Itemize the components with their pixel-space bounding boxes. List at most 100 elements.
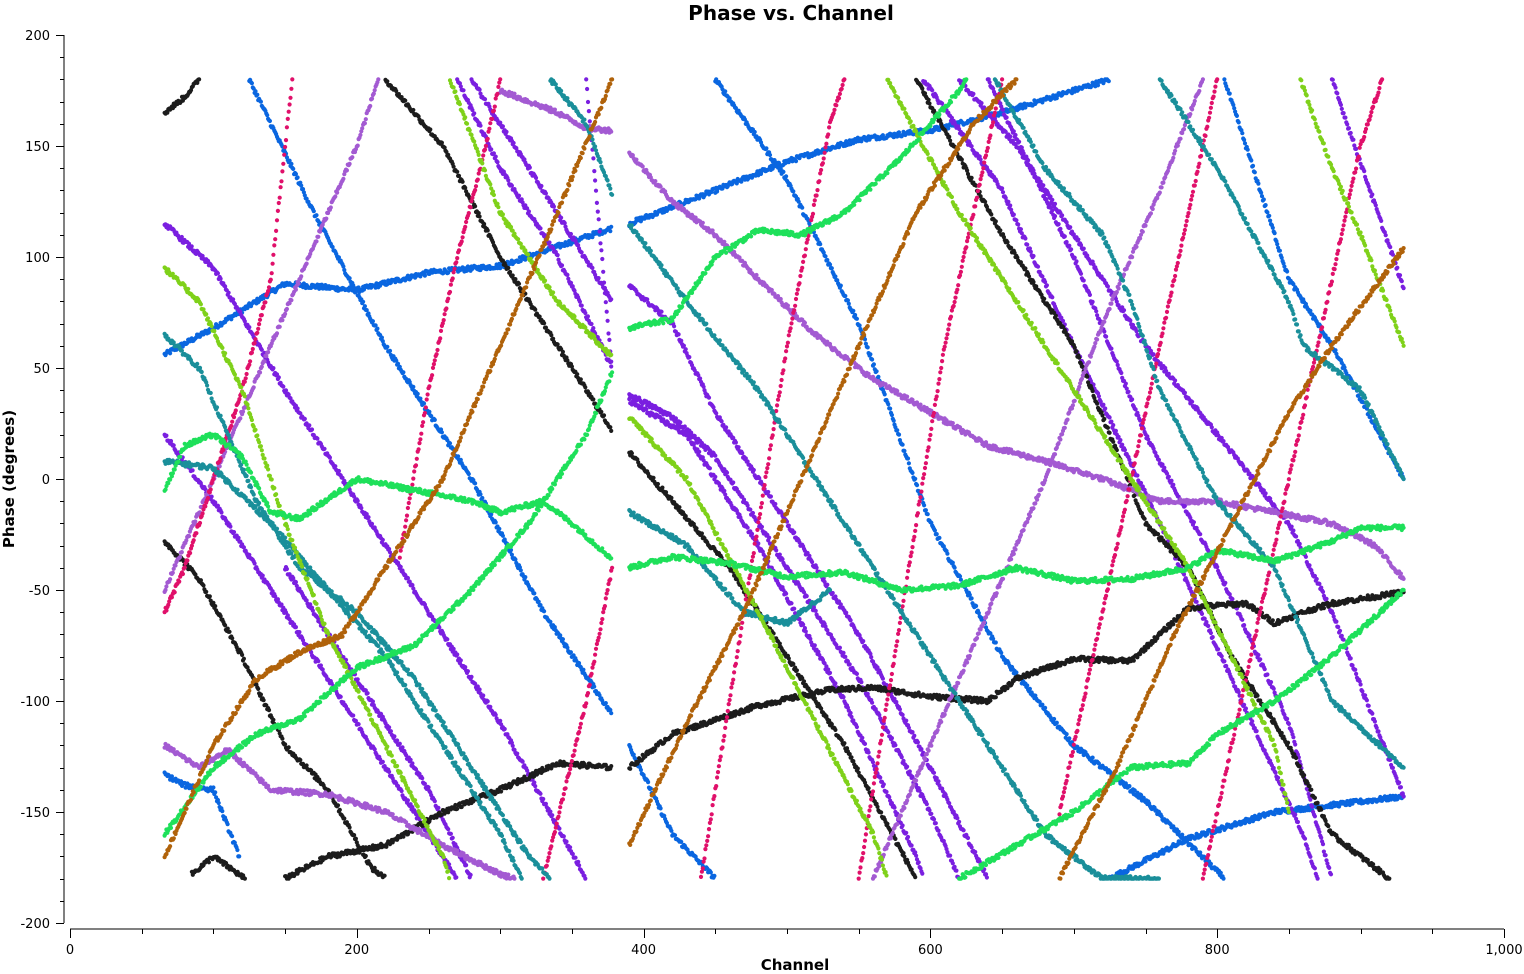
- data-point: [465, 669, 470, 674]
- data-point: [596, 217, 601, 222]
- data-point: [587, 119, 592, 124]
- data-point: [336, 468, 341, 474]
- data-point: [1240, 131, 1245, 136]
- data-point: [583, 876, 588, 881]
- data-point: [750, 510, 756, 516]
- data-point: [532, 591, 537, 596]
- data-point: [314, 213, 319, 218]
- data-point: [846, 301, 851, 306]
- data-point: [687, 355, 692, 360]
- data-point: [1286, 721, 1291, 727]
- data-point: [1247, 633, 1252, 638]
- data-point: [604, 309, 609, 314]
- data-point: [781, 169, 786, 174]
- data-point: [800, 205, 805, 210]
- data-point: [1268, 680, 1274, 685]
- data-point: [481, 693, 486, 698]
- data-point: [1119, 370, 1124, 376]
- data-point: [645, 297, 650, 302]
- data-point: [520, 759, 525, 764]
- data-point: [375, 326, 380, 331]
- data-point: [510, 743, 515, 748]
- data-point: [415, 391, 420, 396]
- data-point: [895, 428, 900, 433]
- data-point: [1335, 91, 1340, 96]
- data-point: [356, 722, 361, 727]
- data-point: [843, 654, 848, 659]
- data-point: [1259, 190, 1264, 195]
- data-point: [825, 582, 830, 587]
- data-point: [485, 699, 490, 704]
- data-point: [868, 352, 873, 357]
- data-point: [347, 276, 352, 281]
- data-point: [291, 166, 296, 171]
- data-point: [1399, 279, 1404, 284]
- data-point: [466, 471, 471, 477]
- data-point: [586, 109, 592, 114]
- data-point: [297, 630, 302, 635]
- data-point: [854, 671, 860, 677]
- data-point: [841, 650, 846, 656]
- data-point: [355, 498, 360, 503]
- data-point: [401, 370, 406, 375]
- data-point: [1285, 716, 1290, 722]
- data-point: [211, 785, 216, 790]
- data-point: [498, 718, 503, 723]
- data-point: [1373, 203, 1378, 208]
- y-tick-label: 150: [25, 140, 50, 155]
- data-point: [515, 751, 520, 756]
- y-tick-label: -200: [20, 917, 50, 932]
- data-point: [265, 113, 270, 118]
- data-point: [354, 288, 359, 293]
- data-point: [910, 730, 915, 735]
- data-point: [999, 650, 1004, 655]
- data-point: [658, 806, 663, 811]
- data-point: [228, 524, 233, 529]
- data-point: [362, 304, 367, 309]
- data-point: [164, 433, 169, 438]
- data-point: [931, 770, 937, 775]
- data-point: [1256, 181, 1261, 186]
- data-point: [225, 822, 230, 827]
- data-point: [609, 364, 614, 369]
- data-point: [593, 178, 598, 183]
- data-point: [1242, 141, 1248, 146]
- data-point: [919, 747, 924, 752]
- data-point: [1370, 192, 1375, 197]
- data-point: [380, 537, 385, 543]
- data-point: [1162, 465, 1167, 470]
- data-point: [740, 451, 745, 456]
- data-point: [1343, 115, 1348, 120]
- data-point: [1242, 623, 1247, 628]
- data-point: [351, 713, 356, 718]
- data-point: [937, 535, 942, 541]
- data-point: [1240, 617, 1245, 622]
- data-point: [1017, 139, 1022, 144]
- data-point: [1258, 657, 1263, 662]
- data-point: [235, 847, 240, 853]
- data-point: [987, 80, 992, 85]
- data-point: [220, 809, 225, 814]
- data-point: [751, 467, 756, 473]
- data-point: [320, 667, 325, 672]
- data-point: [910, 470, 915, 475]
- data-point: [1272, 231, 1277, 236]
- data-point: [219, 510, 224, 515]
- data-point: [454, 875, 459, 880]
- data-point: [813, 608, 818, 613]
- data-point: [255, 92, 260, 97]
- data-point: [1388, 245, 1393, 250]
- data-point: [1249, 158, 1254, 163]
- data-point: [293, 625, 298, 630]
- data-point: [359, 505, 364, 511]
- data-point: [904, 718, 909, 723]
- data-point: [1043, 705, 1048, 711]
- data-point: [1067, 243, 1072, 248]
- data-point: [870, 357, 875, 362]
- data-point: [1351, 137, 1356, 142]
- data-point: [1221, 876, 1226, 881]
- data-point: [934, 532, 939, 537]
- data-point: [316, 659, 321, 664]
- data-point: [561, 834, 566, 839]
